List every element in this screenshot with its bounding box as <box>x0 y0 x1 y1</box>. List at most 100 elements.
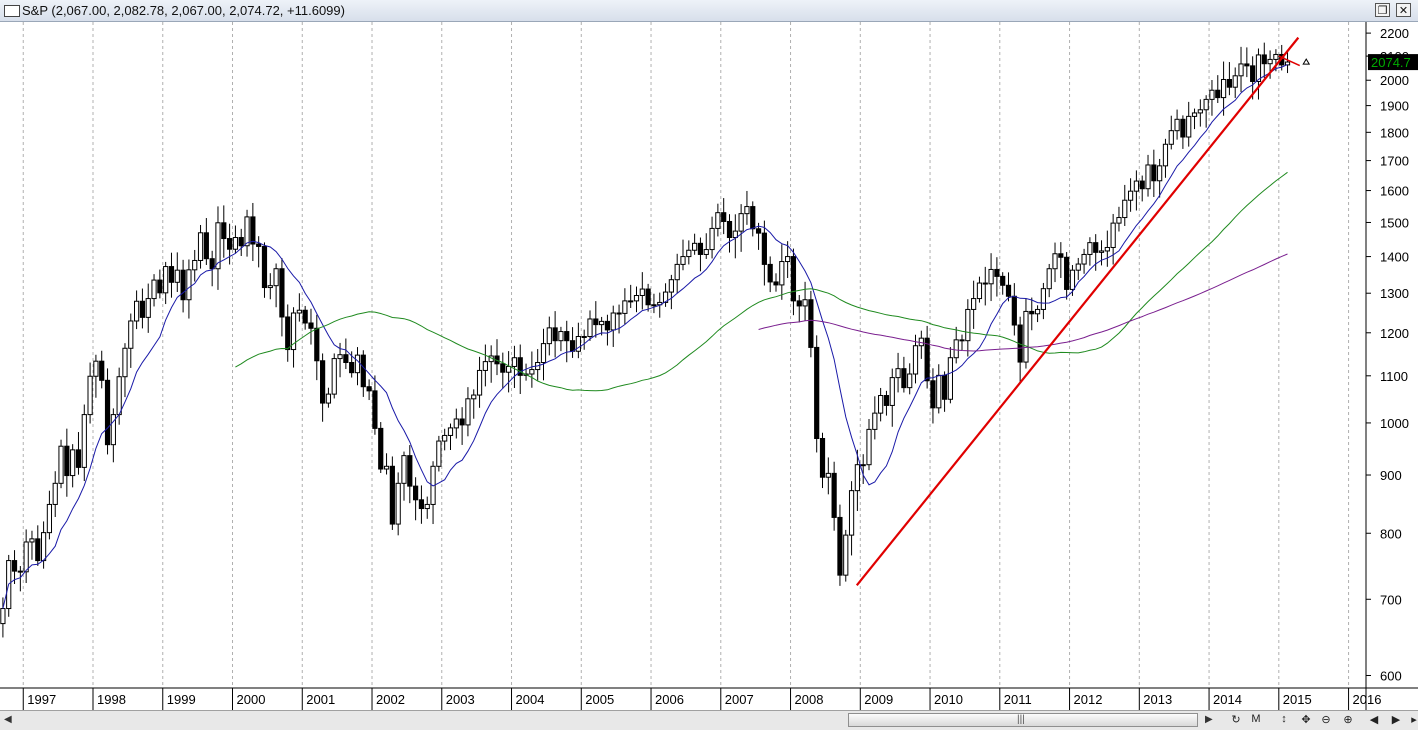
pan-icon[interactable]: ✥ <box>1301 714 1311 726</box>
candle-body <box>744 206 750 215</box>
candle-body <box>1284 61 1291 66</box>
candle-body <box>99 360 105 381</box>
candle-body <box>610 312 616 331</box>
x-tick-label: 2002 <box>376 692 405 707</box>
candle-body <box>1157 165 1163 182</box>
candle-body <box>1133 180 1139 192</box>
candle-body <box>953 339 959 359</box>
candle-body <box>482 361 488 371</box>
candle-body <box>662 291 669 303</box>
time-scrollbar[interactable]: ◀ ||| ▶ ↻ M ↕ ✥ ⊖ ⊕ ◀ ▶ ▸ <box>0 710 1418 730</box>
candle-body <box>81 414 87 468</box>
candle-body <box>1180 118 1186 138</box>
candle-body <box>1005 284 1012 297</box>
candle-body <box>296 309 302 314</box>
candle-body <box>1162 143 1169 167</box>
candle-body <box>372 390 378 429</box>
last-price-label: 2074.7 <box>1371 55 1411 70</box>
scroll-right-arrow-icon[interactable]: ▶ <box>1205 714 1213 725</box>
candle-body <box>128 320 134 349</box>
x-tick-label: 2006 <box>655 692 684 707</box>
candle-body <box>506 365 512 373</box>
scroll-right-icon[interactable]: ▶ <box>1391 714 1401 726</box>
candle-body <box>941 374 948 400</box>
candle-body <box>668 279 674 293</box>
candle-body <box>1034 308 1041 315</box>
candle-body <box>569 340 576 352</box>
candle-body <box>0 608 6 625</box>
candle-body <box>145 298 151 318</box>
candle-body <box>232 237 239 250</box>
zoom-out-icon[interactable]: ⊖ <box>1321 714 1331 726</box>
x-tick-label: 2014 <box>1213 692 1242 707</box>
candle-body <box>965 308 971 342</box>
candle-body <box>285 316 291 351</box>
candle-body <box>1110 222 1116 248</box>
long-moving-average-line <box>758 253 1288 352</box>
scrollbar-thumb[interactable]: ||| <box>848 713 1198 727</box>
candle-body <box>52 482 58 505</box>
candle-body <box>622 300 628 314</box>
x-tick-label: 2015 <box>1283 692 1312 707</box>
chart-title: S&P (2,067.00, 2,082.78, 2,067.00, 2,074… <box>22 3 345 18</box>
candle-body <box>1255 54 1262 82</box>
candle-body <box>407 455 413 487</box>
candle-body <box>383 465 390 470</box>
zoom-reset-icon[interactable]: ↻ <box>1231 714 1241 726</box>
candle-body <box>500 363 506 373</box>
candle-body <box>692 242 698 251</box>
candle-body <box>413 485 419 501</box>
candle-body <box>1186 115 1192 138</box>
candle-body <box>587 318 593 338</box>
candle-body <box>23 541 29 573</box>
candle-body <box>790 256 797 302</box>
candle-body <box>819 437 826 478</box>
zoom-in-icon[interactable]: ⊕ <box>1343 714 1353 726</box>
candle-body <box>447 427 454 436</box>
candle-body <box>872 412 878 430</box>
candle-body <box>110 414 116 446</box>
candle-body <box>616 312 622 315</box>
close-window-button[interactable]: ✕ <box>1396 3 1411 17</box>
candle-body <box>331 358 337 395</box>
candle-body <box>238 237 244 247</box>
scroll-left-icon[interactable]: ◀ <box>1369 714 1379 726</box>
scroll-left-arrow-icon[interactable]: ◀ <box>4 714 12 725</box>
candle-body <box>139 300 146 318</box>
candle-body <box>796 300 802 307</box>
candle-body <box>256 243 262 247</box>
price-chart[interactable]: 600 700 800 900 1000 1100 1200 1300 1400 1500 1600… <box>0 22 1418 710</box>
candle-body <box>976 282 983 300</box>
candle-body <box>1261 54 1267 65</box>
candle-body <box>593 318 599 326</box>
trendline <box>855 36 1300 587</box>
candle-body <box>947 357 953 400</box>
candle-body <box>1238 63 1244 77</box>
candle-body <box>1029 310 1035 315</box>
candle-body <box>628 300 634 303</box>
candle-body <box>1232 75 1238 88</box>
candle-body <box>831 472 837 518</box>
candle-body <box>971 298 977 310</box>
x-tick-label: 2010 <box>934 692 963 707</box>
candle-body <box>686 249 692 258</box>
monthly-period-icon[interactable]: M <box>1251 713 1261 725</box>
candle-body <box>848 490 855 536</box>
candle-body <box>290 312 297 351</box>
vertical-scale-icon[interactable]: ↕ <box>1281 713 1287 725</box>
candle-body <box>1046 268 1052 290</box>
candle-body <box>1168 130 1174 145</box>
candle-body <box>314 327 320 362</box>
restore-window-button[interactable]: ❐ <box>1375 3 1390 17</box>
candle-body <box>203 232 209 260</box>
candle-body <box>418 499 425 510</box>
more-icon[interactable]: ▸ <box>1411 714 1417 726</box>
candle-body <box>395 482 401 525</box>
window-icon <box>4 5 20 17</box>
x-tick-label: 2011 <box>1004 692 1032 707</box>
candle-body <box>192 259 198 271</box>
candle-body <box>604 320 611 331</box>
candle-body <box>1174 118 1180 132</box>
medium-moving-average-line <box>235 171 1288 392</box>
candle-body <box>180 269 186 301</box>
